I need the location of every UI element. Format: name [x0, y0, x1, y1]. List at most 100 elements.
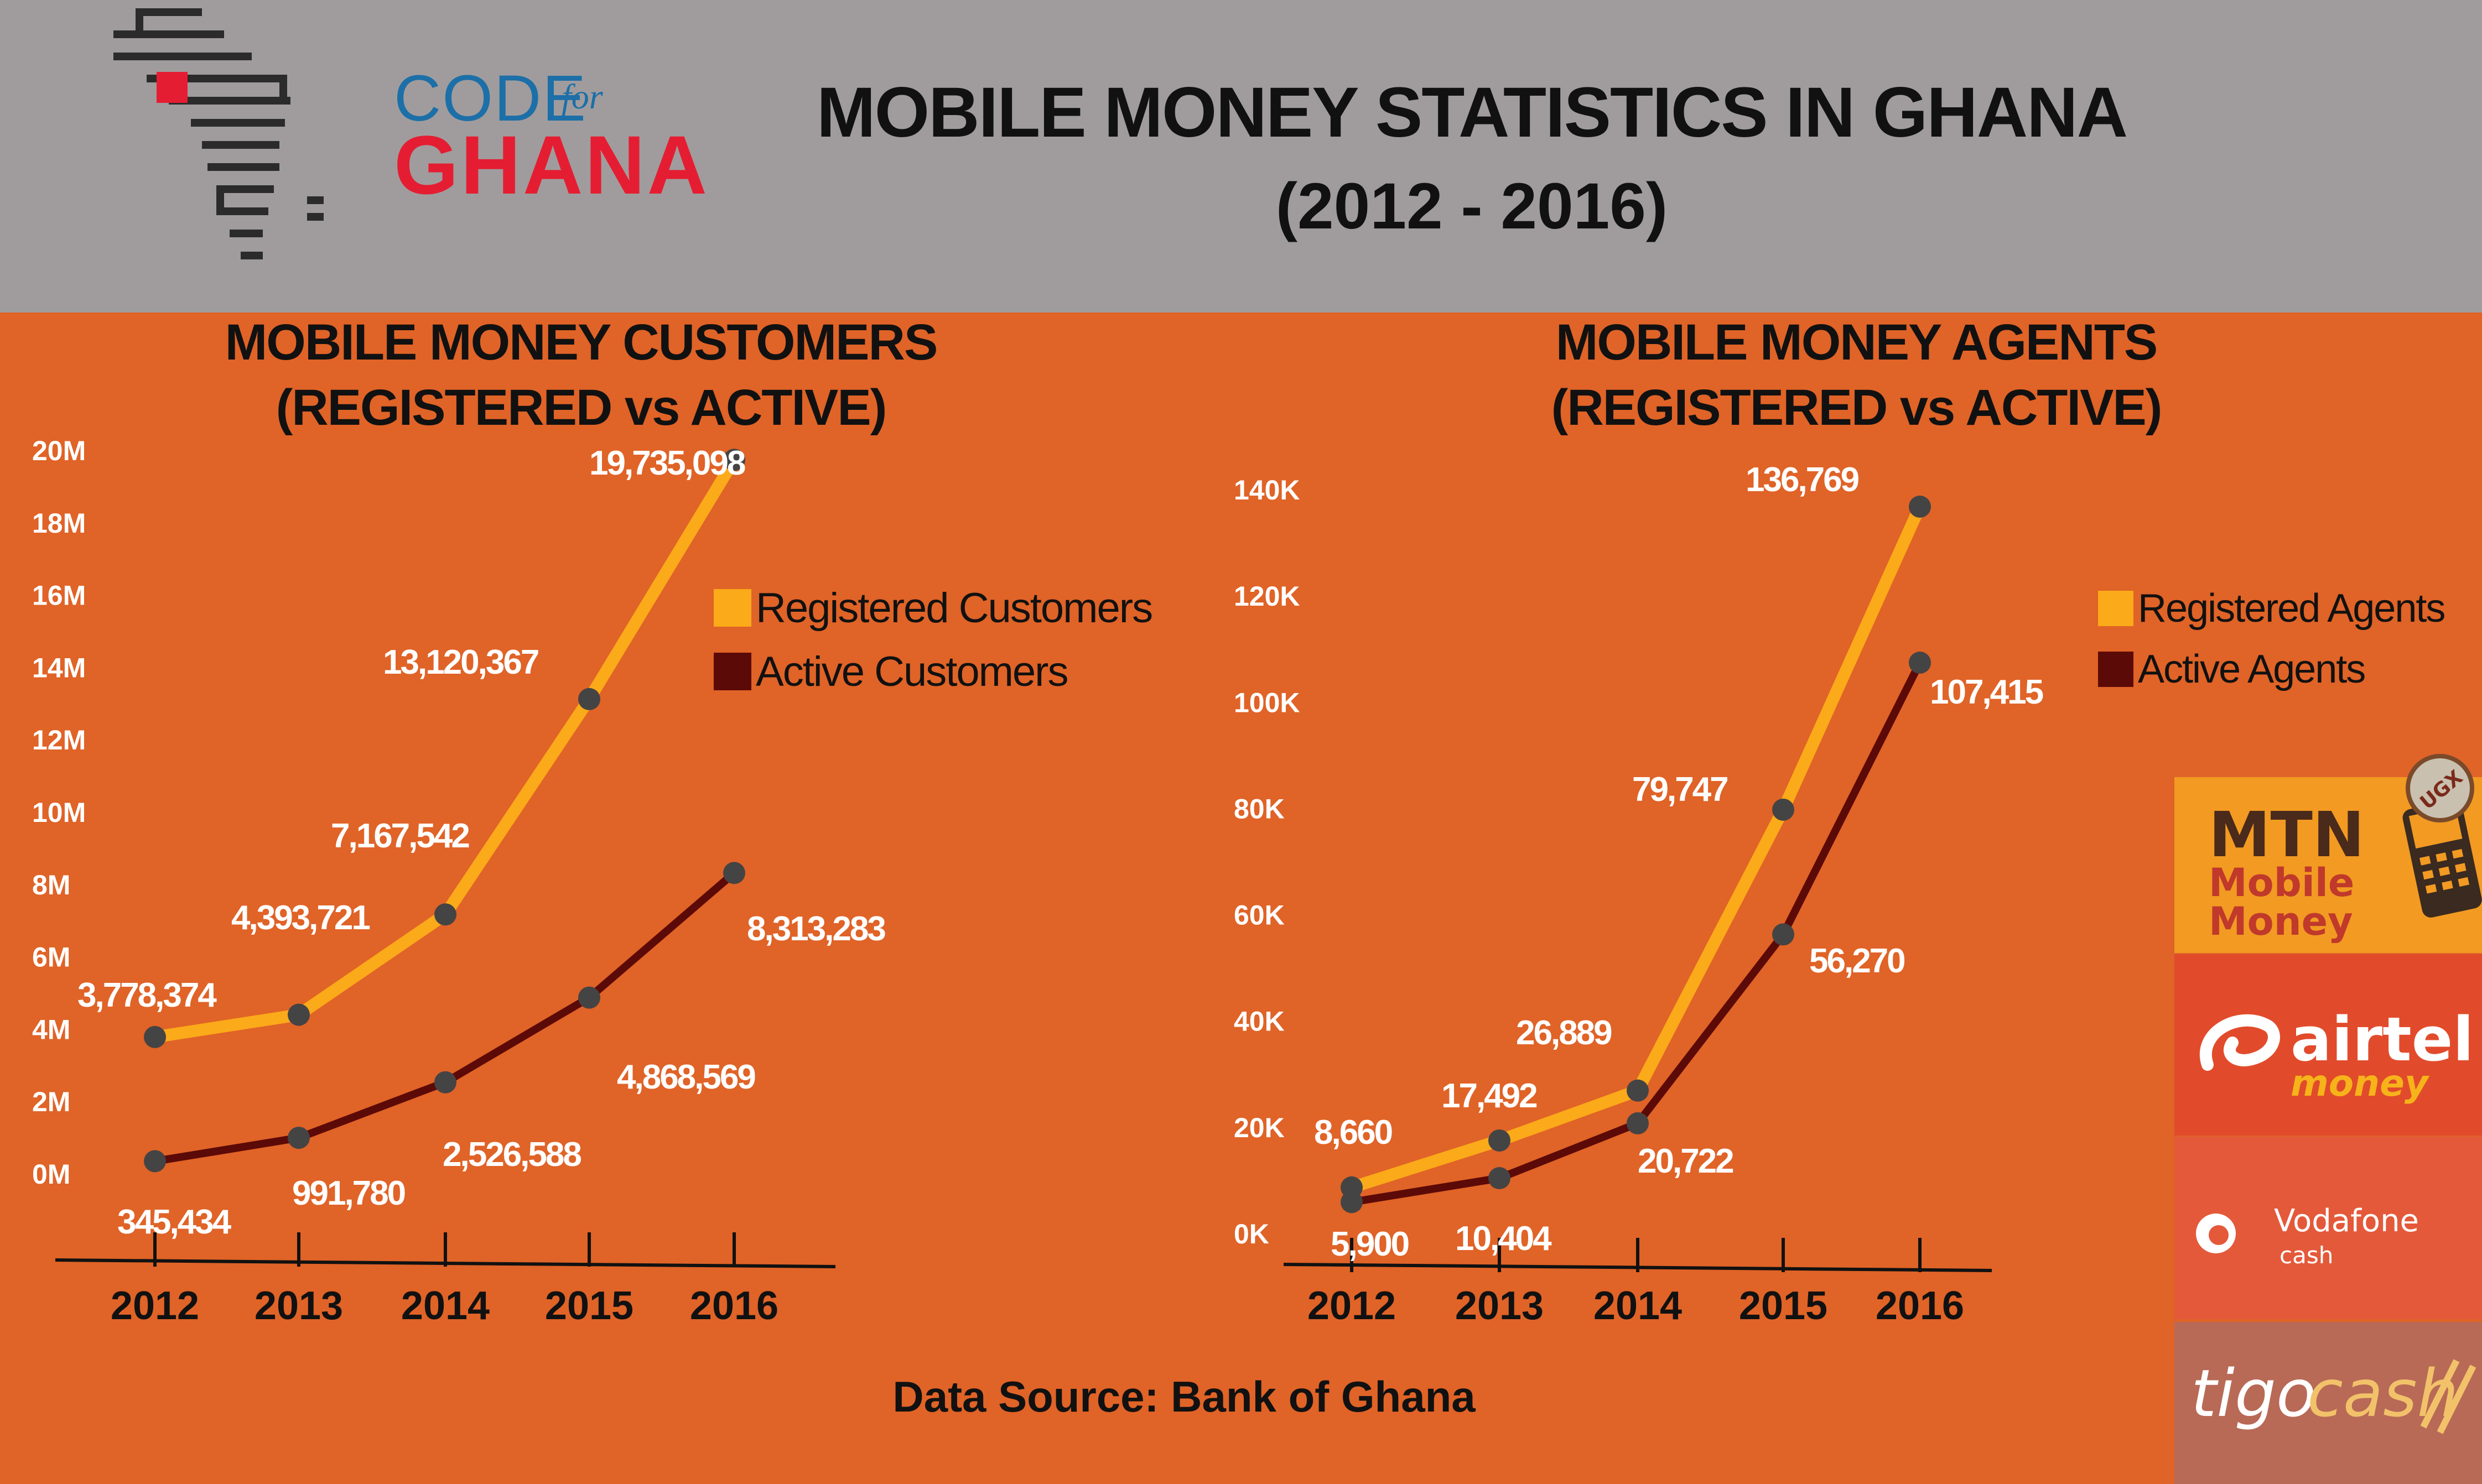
- agents-y-tick-label: 120K: [1234, 581, 1300, 612]
- customers-y-tick-label: 12M: [32, 725, 86, 756]
- tigo-sub: cash: [2307, 1355, 2459, 1431]
- customers-y-tick-label: 18M: [32, 508, 86, 539]
- agents-chart-title-line2: (REGISTERED vs ACTIVE): [1551, 379, 2163, 436]
- agents-y-tick-label: 140K: [1234, 475, 1300, 506]
- agents-data-point: [1341, 1191, 1363, 1214]
- agents-data-point: [1772, 923, 1794, 946]
- customers-y-tick-label: 0M: [32, 1159, 70, 1190]
- agents-data-point: [1627, 1112, 1649, 1134]
- customers-y-tick-label: 14M: [32, 652, 86, 683]
- customers-x-tick-label: 2013: [255, 1284, 343, 1328]
- agents-data-label: 107,415: [1930, 673, 2043, 711]
- customers-chart-title-line2: (REGISTERED vs ACTIVE): [276, 379, 887, 436]
- vodafone-sub: cash: [2280, 1242, 2334, 1269]
- vodafone-name: Vodafone: [2274, 1203, 2419, 1239]
- agents-data-label: 136,769: [1746, 461, 1859, 499]
- agents-data-point: [1909, 496, 1931, 518]
- data-source-note: Data Source: Bank of Ghana: [892, 1372, 1476, 1421]
- phone-icon: UGX: [2402, 754, 2482, 918]
- agents-y-tick-label: 100K: [1234, 687, 1300, 718]
- agents-x-tick-label: 2012: [1307, 1284, 1396, 1328]
- customers-x-tick-label: 2012: [111, 1284, 199, 1328]
- customers-data-label: 3,778,374: [77, 976, 217, 1014]
- customers-y-tick-label: 16M: [32, 580, 86, 611]
- agents-chart-title: MOBILE MONEY AGENTS (REGISTERED vs ACTIV…: [1361, 310, 2351, 440]
- logo-ghana-text: GHANA: [394, 118, 709, 211]
- logo-for-text: for: [562, 77, 603, 116]
- customers-x-tick-label: 2014: [401, 1284, 490, 1328]
- airtel-swirl-icon: [2200, 1014, 2280, 1071]
- customers-y-tick-label: 6M: [32, 942, 70, 973]
- airtel-name: airtel: [2291, 1004, 2474, 1075]
- mtn-mobile-money-logo: MTN Mobile Money UGX: [2174, 754, 2482, 953]
- cash-notes-icon: [2420, 1359, 2476, 1434]
- agents-legend-label: Active Agents: [2138, 647, 2365, 691]
- agents-data-label: 56,270: [1809, 942, 1904, 980]
- customers-x-tick-label: 2016: [690, 1284, 778, 1328]
- agents-y-tick-label: 0K: [1234, 1219, 1269, 1249]
- customers-y-tick-label: 4M: [32, 1014, 70, 1045]
- agents-legend-label: Registered Agents: [2138, 586, 2444, 631]
- customers-legend-swatch: [714, 653, 751, 690]
- agents-data-label: 10,404: [1455, 1220, 1552, 1258]
- customers-y-tick-label: 20M: [32, 435, 86, 466]
- agents-legend-swatch: [2098, 652, 2133, 687]
- page-title: MOBILE MONEY STATISTICS IN GHANA: [816, 73, 2128, 152]
- agents-data-label: 26,889: [1516, 1014, 1612, 1052]
- customers-legend-label: Registered Customers: [756, 585, 1152, 632]
- customers-legend-label: Active Customers: [756, 648, 1068, 695]
- mtn-line1: Mobile: [2209, 860, 2355, 905]
- customers-x-tick-label: 2015: [545, 1284, 634, 1328]
- agents-x-tick-label: 2015: [1739, 1284, 1827, 1328]
- customers-data-label: 2,526,588: [443, 1136, 581, 1174]
- customers-data-point: [578, 688, 600, 710]
- mtn-line2: Money: [2209, 899, 2353, 944]
- tigo-cash-logo: tigo cash: [2174, 1322, 2482, 1484]
- customers-data-label: 4,868,569: [617, 1058, 755, 1096]
- customers-data-point: [578, 986, 600, 1009]
- customers-legend-swatch: [714, 589, 751, 627]
- agents-x-tick-label: 2016: [1876, 1284, 1964, 1328]
- agents-y-tick-label: 40K: [1234, 1006, 1285, 1037]
- agents-data-point: [1772, 798, 1794, 821]
- agents-chart-title-line1: MOBILE MONEY AGENTS: [1555, 314, 2158, 371]
- agents-data-point: [1627, 1079, 1649, 1102]
- airtel-money-logo: airtel money: [2174, 954, 2482, 1136]
- customers-chart-title: MOBILE MONEY CUSTOMERS (REGISTERED vs AC…: [100, 310, 1062, 440]
- header-banner: CODE for GHANA MOBILE MONEY STATISTICS I…: [0, 0, 2482, 313]
- customers-chart-title-line1: MOBILE MONEY CUSTOMERS: [225, 314, 938, 371]
- customers-data-point: [144, 1150, 166, 1173]
- customers-y-tick-label: 2M: [32, 1086, 70, 1117]
- agents-y-tick-label: 60K: [1234, 900, 1285, 931]
- agents-data-point: [1488, 1129, 1510, 1152]
- code-for-ghana-logo-icon: [113, 8, 324, 259]
- customers-data-label: 13,120,367: [383, 643, 538, 681]
- customers-data-label: 345,434: [117, 1203, 232, 1241]
- agents-y-tick-label: 80K: [1234, 793, 1285, 824]
- customers-data-point: [723, 449, 745, 471]
- page-subtitle: (2012 - 2016): [1275, 170, 1668, 243]
- customers-y-tick-label: 10M: [32, 797, 86, 828]
- logo-code-text: CODE: [394, 62, 587, 135]
- agents-data-label: 8,660: [1314, 1113, 1392, 1152]
- agents-x-tick-label: 2013: [1455, 1284, 1544, 1328]
- customers-data-point: [288, 1127, 310, 1149]
- customers-data-label: 991,780: [292, 1174, 405, 1212]
- customers-data-label: 8,313,283: [747, 910, 885, 948]
- customers-data-point: [434, 903, 456, 926]
- agents-y-tick-label: 20K: [1234, 1112, 1285, 1143]
- customers-data-point: [434, 1071, 456, 1094]
- agents-data-label: 79,747: [1632, 770, 1727, 809]
- agents-legend-swatch: [2098, 591, 2133, 626]
- vodafone-speechmark-icon: [2196, 1214, 2236, 1253]
- mtn-name: MTN: [2209, 799, 2365, 871]
- agents-data-point: [1909, 652, 1931, 674]
- customers-data-label: 19,735,098: [589, 444, 745, 482]
- customers-data-point: [144, 1025, 166, 1048]
- agents-data-label: 5,900: [1331, 1225, 1409, 1263]
- agents-x-tick-label: 2014: [1593, 1284, 1682, 1328]
- agents-data-label: 17,492: [1441, 1077, 1536, 1115]
- vodafone-cash-logo: Vodafone cash: [2174, 1137, 2482, 1319]
- airtel-sub: money: [2291, 1062, 2428, 1105]
